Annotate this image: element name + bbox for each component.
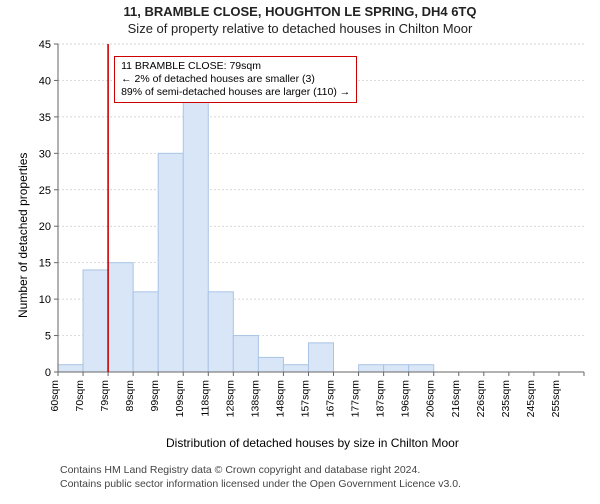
svg-text:226sqm: 226sqm [475, 380, 487, 418]
svg-text:89sqm: 89sqm [124, 380, 136, 412]
title-address: 11, BRAMBLE CLOSE, HOUGHTON LE SPRING, D… [0, 4, 600, 19]
svg-text:79sqm: 79sqm [99, 380, 111, 412]
x-axis-label: Distribution of detached houses by size … [166, 436, 459, 450]
svg-text:20: 20 [39, 221, 51, 233]
footer-copyright-2: Contains public sector information licen… [60, 478, 461, 490]
svg-text:35: 35 [39, 112, 51, 124]
svg-text:216sqm: 216sqm [450, 380, 462, 418]
svg-text:187sqm: 187sqm [375, 380, 387, 418]
callout-line-larger: 89% of semi-detached houses are larger (… [121, 86, 350, 99]
callout-line-smaller: ← 2% of detached houses are smaller (3) [121, 73, 350, 86]
svg-text:157sqm: 157sqm [299, 380, 311, 418]
svg-text:245sqm: 245sqm [525, 380, 537, 418]
svg-text:118sqm: 118sqm [199, 380, 211, 417]
svg-text:40: 40 [39, 75, 51, 87]
svg-text:196sqm: 196sqm [400, 380, 412, 418]
svg-text:30: 30 [39, 148, 51, 160]
svg-text:45: 45 [39, 39, 51, 51]
callout-line-address: 11 BRAMBLE CLOSE: 79sqm [121, 60, 350, 73]
svg-text:206sqm: 206sqm [425, 380, 437, 418]
svg-text:99sqm: 99sqm [149, 380, 161, 412]
svg-text:70sqm: 70sqm [74, 380, 86, 412]
svg-text:15: 15 [39, 258, 51, 270]
svg-text:60sqm: 60sqm [49, 380, 61, 412]
svg-text:235sqm: 235sqm [500, 380, 512, 418]
svg-text:0: 0 [45, 367, 51, 379]
svg-text:177sqm: 177sqm [350, 380, 362, 418]
svg-text:10: 10 [39, 294, 51, 306]
svg-text:138sqm: 138sqm [249, 380, 261, 418]
title-subtitle: Size of property relative to detached ho… [0, 21, 600, 36]
svg-text:255sqm: 255sqm [550, 380, 562, 418]
svg-text:148sqm: 148sqm [274, 380, 286, 418]
svg-text:109sqm: 109sqm [174, 380, 186, 418]
svg-text:5: 5 [45, 331, 51, 343]
footer-copyright-1: Contains HM Land Registry data © Crown c… [60, 464, 420, 476]
svg-text:167sqm: 167sqm [325, 380, 337, 418]
svg-text:128sqm: 128sqm [224, 380, 236, 418]
svg-text:25: 25 [39, 185, 51, 197]
callout-box: 11 BRAMBLE CLOSE: 79sqm ← 2% of detached… [114, 56, 357, 103]
y-axis-label: Number of detached properties [16, 153, 30, 318]
